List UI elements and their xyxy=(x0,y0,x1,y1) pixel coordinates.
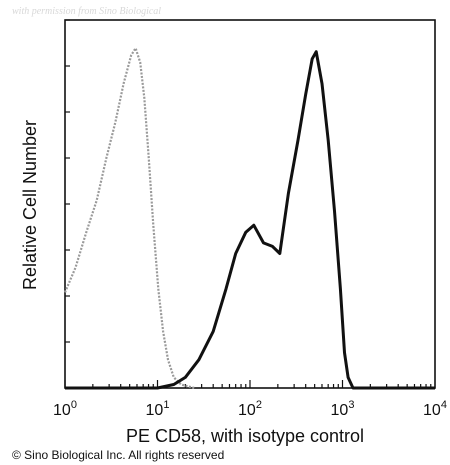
y-axis-label: Relative Cell Number xyxy=(20,120,40,290)
plot-frame xyxy=(64,19,436,389)
series-line-isotype xyxy=(63,47,195,390)
x-tick-label: 101 xyxy=(146,399,170,419)
watermark-text: with permission from Sino Biological xyxy=(12,6,161,17)
series-line-sample xyxy=(65,50,435,390)
x-tick-label: 102 xyxy=(238,399,262,419)
copyright-text: © Sino Biological Inc. All rights reserv… xyxy=(12,448,224,462)
x-tick-labels: 100 101 102 103 104 xyxy=(53,399,447,419)
x-tick-label: 100 xyxy=(53,399,77,419)
x-tick-label: 104 xyxy=(423,399,447,419)
y-axis-ticks xyxy=(65,19,70,389)
series-layer xyxy=(63,47,435,390)
x-axis-label: PE CD58, with isotype control xyxy=(126,426,364,446)
x-tick-label: 103 xyxy=(331,399,355,419)
